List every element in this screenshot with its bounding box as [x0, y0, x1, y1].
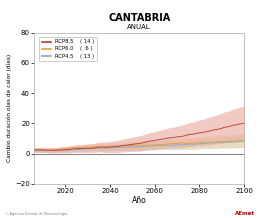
Text: ANUAL: ANUAL: [127, 24, 151, 30]
Text: © Agencia Estatal de Meteorología: © Agencia Estatal de Meteorología: [5, 212, 67, 216]
X-axis label: Año: Año: [132, 196, 146, 204]
Y-axis label: Cambio duración olas de calor (días): Cambio duración olas de calor (días): [7, 54, 12, 162]
Legend: RCP8.5    ( 14 ), RCP6.0    (  6 ), RCP4.5    ( 13 ): RCP8.5 ( 14 ), RCP6.0 ( 6 ), RCP4.5 ( 13…: [39, 37, 97, 61]
Text: AEmet: AEmet: [235, 211, 255, 216]
Title: CANTABRIA: CANTABRIA: [108, 14, 170, 24]
